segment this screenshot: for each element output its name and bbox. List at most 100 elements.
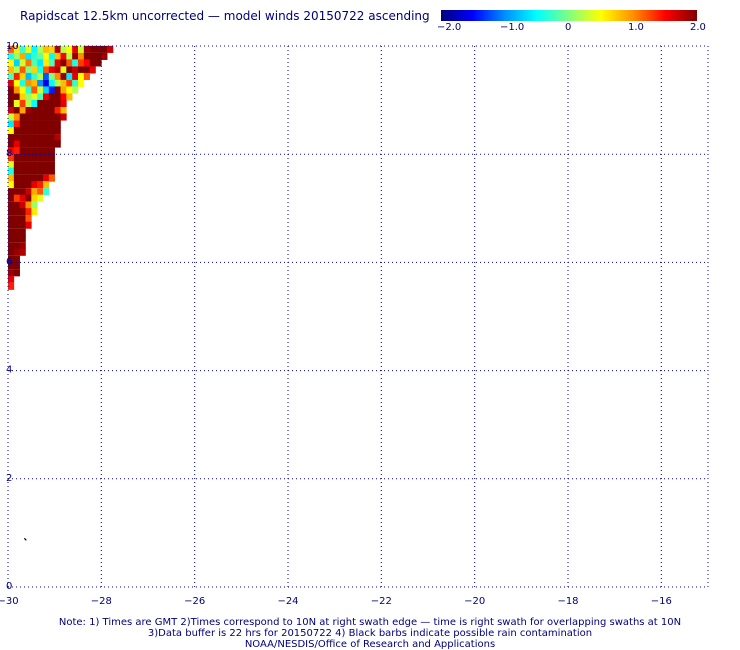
data-cell	[8, 72, 15, 80]
data-cell	[78, 52, 85, 60]
data-cell	[43, 154, 50, 162]
data-cell	[37, 161, 44, 169]
data-cell	[101, 52, 108, 60]
data-cell	[60, 66, 67, 74]
data-cell	[48, 140, 55, 148]
data-cell	[31, 181, 38, 189]
data-cell	[19, 134, 26, 142]
data-cell	[19, 154, 26, 162]
data-cell	[13, 167, 20, 175]
data-cell	[83, 52, 90, 60]
data-cell	[25, 188, 32, 196]
data-cell	[25, 147, 32, 155]
data-cell	[78, 45, 85, 53]
data-cell	[83, 66, 90, 74]
data-cell	[89, 45, 96, 53]
data-cell	[37, 52, 44, 60]
data-cell	[43, 52, 50, 60]
data-cell	[37, 140, 44, 148]
data-cell	[19, 235, 26, 243]
data-cell	[31, 120, 38, 128]
data-cell	[37, 154, 44, 162]
data-cell	[31, 52, 38, 60]
data-cell	[78, 79, 85, 88]
data-cell	[60, 113, 67, 121]
data-cell	[25, 174, 32, 182]
data-cell	[13, 154, 20, 162]
data-cell	[19, 86, 26, 94]
data-cell	[13, 66, 20, 74]
data-cell	[13, 174, 20, 182]
data-cell	[37, 93, 44, 101]
data-cell	[25, 99, 32, 108]
data-cell	[25, 45, 32, 53]
data-cell	[13, 242, 20, 250]
data-cell	[60, 72, 67, 80]
y-tick-label: 6	[6, 256, 12, 267]
data-cell	[31, 154, 38, 162]
data-cell	[8, 59, 15, 67]
data-cell	[37, 147, 44, 155]
data-cell	[48, 79, 55, 88]
data-cell	[13, 208, 20, 216]
data-cell	[43, 45, 50, 53]
data-cell	[72, 66, 79, 74]
data-cell	[19, 242, 26, 250]
data-cell	[43, 161, 50, 169]
data-cell	[72, 86, 79, 94]
data-cell	[54, 120, 61, 128]
x-tick-label: −24	[277, 596, 298, 607]
data-cell	[8, 255, 15, 263]
data-cell	[31, 86, 38, 94]
data-cell	[8, 208, 15, 216]
data-cell	[31, 113, 38, 121]
data-cell	[54, 86, 61, 94]
rain-barb	[23, 537, 27, 541]
data-cell	[43, 120, 50, 128]
data-cell	[48, 52, 55, 60]
data-cell	[43, 188, 50, 196]
data-cell	[19, 248, 26, 256]
data-cell	[31, 201, 38, 209]
data-cell	[13, 215, 20, 223]
data-cell	[31, 188, 38, 196]
data-cell	[54, 79, 61, 88]
data-cell	[48, 93, 55, 101]
data-cell	[37, 45, 44, 53]
data-cell	[43, 113, 50, 121]
data-cell	[66, 86, 73, 94]
data-cell	[25, 59, 32, 67]
data-cell	[48, 174, 55, 182]
data-cell	[19, 174, 26, 182]
data-cell	[13, 235, 20, 243]
colorbar-label: 1.0	[628, 22, 644, 33]
data-cell	[54, 127, 61, 135]
data-cell	[60, 86, 67, 94]
x-tick-label: −28	[91, 596, 112, 607]
data-cell	[8, 269, 15, 277]
data-cell	[37, 107, 44, 115]
data-cell	[54, 72, 61, 80]
data-cell	[13, 201, 20, 209]
y-tick-label: 4	[6, 365, 12, 376]
data-cell	[78, 59, 85, 67]
note-line-3: NOAA/NESDIS/Office of Research and Appli…	[244, 639, 496, 650]
data-cell	[31, 59, 38, 67]
data-cell	[8, 201, 15, 209]
data-cell	[19, 99, 26, 108]
data-cell	[60, 45, 67, 53]
data-cell	[66, 52, 73, 60]
data-cell	[31, 99, 38, 108]
data-cell	[31, 79, 38, 88]
data-cell	[25, 215, 32, 223]
data-cell	[8, 228, 15, 236]
data-cell	[25, 167, 32, 175]
data-cell	[66, 72, 73, 80]
data-cell	[89, 52, 96, 60]
data-cell	[25, 154, 32, 162]
data-cell	[25, 72, 32, 80]
data-cell	[31, 127, 38, 135]
data-cell	[54, 66, 61, 74]
data-cell	[66, 45, 73, 53]
